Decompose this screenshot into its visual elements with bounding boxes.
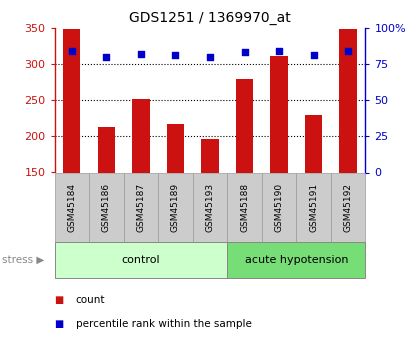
- Bar: [236, 79, 253, 172]
- Point: [138, 51, 144, 57]
- Point: [276, 48, 282, 53]
- Text: GSM45189: GSM45189: [171, 183, 180, 231]
- Text: stress ▶: stress ▶: [2, 255, 45, 265]
- Title: GDS1251 / 1369970_at: GDS1251 / 1369970_at: [129, 11, 291, 25]
- Bar: [305, 115, 322, 172]
- Bar: [339, 29, 357, 172]
- Bar: [132, 99, 150, 172]
- Text: GSM45188: GSM45188: [240, 183, 249, 231]
- Point: [172, 52, 179, 58]
- Text: GSM45192: GSM45192: [344, 183, 353, 231]
- Text: GSM45186: GSM45186: [102, 183, 111, 231]
- Text: GSM45190: GSM45190: [275, 183, 284, 231]
- Bar: [167, 124, 184, 172]
- Bar: [98, 127, 115, 172]
- Text: GSM45191: GSM45191: [309, 183, 318, 231]
- Point: [310, 52, 317, 58]
- Point: [68, 48, 75, 53]
- Text: ■: ■: [55, 295, 64, 305]
- Text: GSM45184: GSM45184: [67, 183, 76, 231]
- Text: ■: ■: [55, 319, 64, 329]
- Bar: [270, 56, 288, 172]
- Text: percentile rank within the sample: percentile rank within the sample: [76, 319, 252, 329]
- Bar: [63, 29, 81, 172]
- Text: GSM45193: GSM45193: [205, 183, 215, 231]
- Text: control: control: [122, 255, 160, 265]
- Point: [207, 54, 213, 59]
- Text: GSM45187: GSM45187: [136, 183, 145, 231]
- Point: [241, 49, 248, 55]
- Bar: [201, 139, 219, 172]
- Point: [345, 48, 352, 53]
- Text: count: count: [76, 295, 105, 305]
- Point: [103, 54, 110, 59]
- Text: acute hypotension: acute hypotension: [244, 255, 348, 265]
